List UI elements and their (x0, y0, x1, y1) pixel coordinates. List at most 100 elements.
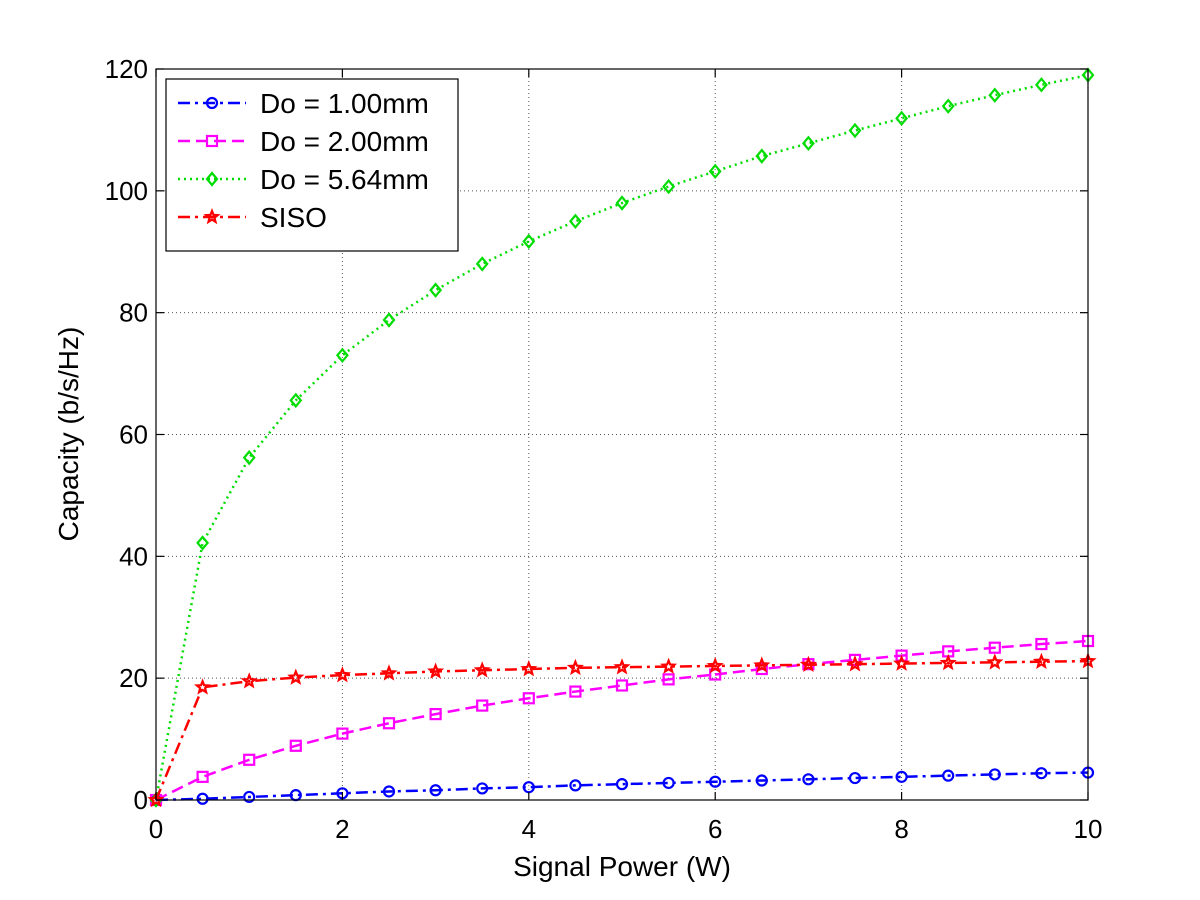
legend-item: SISO (178, 202, 327, 233)
data-point (801, 135, 815, 152)
data-point (476, 782, 489, 795)
data-point (336, 727, 349, 740)
data-point (615, 195, 629, 211)
data-point (568, 213, 582, 230)
data-point (333, 666, 351, 683)
data-point (1035, 767, 1048, 780)
x-tick-label: 6 (708, 814, 722, 844)
data-point (522, 692, 535, 705)
data-point (289, 392, 303, 409)
data-point (895, 649, 908, 662)
data-point (662, 776, 675, 790)
x-tick-label: 0 (149, 814, 163, 844)
legend-label: Do = 1.00mm (260, 88, 429, 119)
grid (156, 69, 1088, 800)
legend-label: SISO (260, 202, 327, 233)
y-tick-label: 60 (119, 420, 148, 450)
y-tick-label: 80 (119, 298, 148, 328)
data-point (709, 775, 722, 788)
series-2 (149, 67, 1095, 808)
data-point (755, 148, 769, 164)
y-axis-label: Capacity (b/s/Hz) (53, 327, 84, 542)
y-tick-label: 40 (119, 541, 148, 571)
data-point (196, 535, 210, 551)
x-tick-label: 8 (894, 814, 908, 844)
data-point (802, 773, 815, 786)
data-point (522, 233, 536, 250)
data-point (799, 655, 817, 673)
data-point (194, 678, 212, 695)
series-line (154, 659, 1089, 801)
data-point (380, 664, 398, 681)
data-point (196, 792, 209, 805)
data-point (988, 87, 1002, 103)
data-point (520, 660, 538, 677)
legend-marker (203, 207, 221, 225)
legend-item: Do = 1.00mm (178, 88, 429, 119)
data-point (243, 790, 256, 804)
data-point (988, 768, 1001, 781)
series-line (155, 771, 1089, 802)
data-point (475, 256, 489, 272)
data-point (615, 778, 629, 791)
data-point (939, 653, 957, 671)
series-3 (147, 652, 1097, 808)
data-point (1032, 652, 1050, 670)
data-point (289, 739, 302, 752)
data-point (706, 656, 724, 674)
data-point (242, 449, 256, 466)
data-point (1035, 637, 1048, 651)
data-point (429, 708, 442, 721)
legend-label: Do = 5.64mm (260, 164, 429, 195)
data-point (427, 662, 445, 679)
data-point (429, 282, 443, 298)
series-layer (147, 67, 1097, 808)
series-line (154, 73, 1089, 801)
data-point (615, 679, 629, 692)
x-tick-label: 2 (335, 814, 349, 844)
data-point (569, 685, 582, 698)
data-point (662, 178, 676, 195)
data-point (986, 653, 1004, 670)
series-line (155, 639, 1089, 802)
data-point (753, 656, 771, 673)
data-point (566, 658, 584, 676)
data-point (196, 770, 209, 783)
data-point (662, 673, 675, 686)
data-point (476, 699, 489, 712)
data-point (848, 771, 862, 785)
data-point (660, 657, 678, 674)
data-point (429, 784, 442, 797)
data-point (893, 654, 911, 671)
data-point (473, 661, 491, 678)
legend-label: Do = 2.00mm (260, 126, 429, 157)
x-tick-label: 10 (1074, 814, 1103, 844)
data-point (287, 668, 305, 685)
data-point (569, 779, 582, 792)
y-tick-label: 0 (134, 785, 148, 815)
data-point (708, 163, 722, 180)
data-point (240, 672, 258, 689)
data-point (755, 774, 768, 787)
data-point (755, 662, 768, 676)
data-point (942, 769, 955, 782)
data-point (147, 790, 165, 808)
x-axis-label: Signal Power (W) (513, 851, 731, 882)
legend-marker (205, 171, 219, 187)
legend-item: Do = 2.00mm (178, 126, 429, 157)
x-tick-label: 4 (522, 814, 536, 844)
data-point (895, 110, 909, 127)
data-point (895, 770, 908, 783)
data-point (846, 655, 864, 672)
y-tick-label: 100 (105, 176, 148, 206)
data-point (988, 641, 1001, 654)
legend-marker (205, 134, 219, 148)
data-point (382, 717, 396, 730)
y-tick-label: 20 (119, 663, 148, 693)
legend-marker (205, 96, 219, 110)
data-point (382, 312, 396, 328)
data-point (613, 658, 631, 675)
data-point (1034, 77, 1048, 93)
